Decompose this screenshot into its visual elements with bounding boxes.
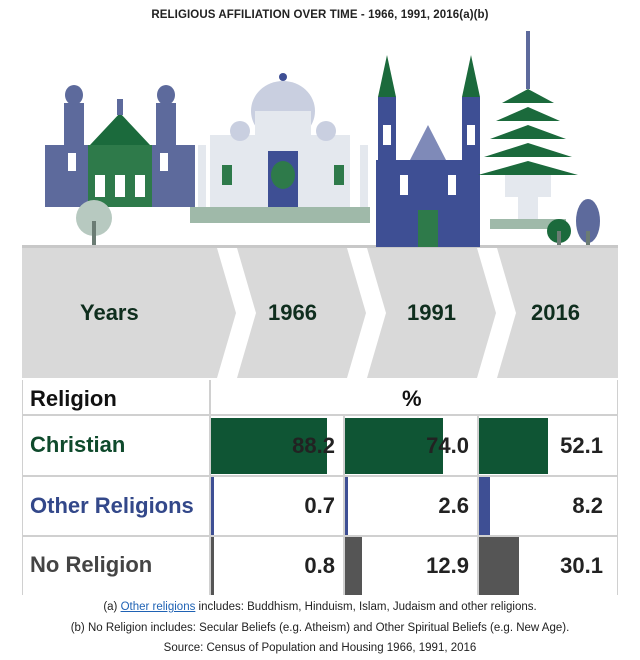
mosque-icon xyxy=(190,73,370,223)
value-label-no-religion-1991: 12.9 xyxy=(426,553,469,578)
religion-table: Religion % Christian Other Religions No … xyxy=(22,380,618,595)
value-label-no-religion-1966: 0.8 xyxy=(304,553,335,578)
row-label-no-religion: No Religion xyxy=(30,552,153,577)
year-1991-header: 1991 xyxy=(407,300,456,325)
footnote-a-prefix: (a) xyxy=(103,601,121,613)
bar-other-religions-2016 xyxy=(479,477,490,535)
years-header: Years xyxy=(80,300,139,325)
chart-title: RELIGIOUS AFFILIATION OVER TIME - 1966, … xyxy=(151,9,489,21)
religion-column-header: Religion xyxy=(30,386,117,411)
bar-other-religions-1966 xyxy=(211,477,214,535)
row-label-other-religions: Other Religions xyxy=(30,493,194,518)
year-2016-header: 2016 xyxy=(531,300,580,325)
bar-christian-2016 xyxy=(479,418,548,474)
pagoda-icon xyxy=(478,31,578,229)
value-label-other-religions-1966: 0.7 xyxy=(304,493,335,518)
column-divider xyxy=(477,416,479,595)
footnote-b: (b) No Religion includes: Secular Belief… xyxy=(70,622,570,634)
year-1966-header: 1966 xyxy=(268,300,317,325)
source-note: Source: Census of Population and Housing… xyxy=(163,642,477,654)
value-label-other-religions-1991: 2.6 xyxy=(438,493,469,518)
percent-header: % xyxy=(402,386,422,411)
bar-christian-1966 xyxy=(211,418,327,474)
tree-icon xyxy=(76,200,112,245)
row-divider xyxy=(22,535,618,537)
value-label-other-religions-2016: 8.2 xyxy=(572,493,603,518)
value-label-christian-1966: 88.2 xyxy=(292,433,335,458)
row-label-christian: Christian xyxy=(30,432,126,457)
value-label-no-religion-2016: 30.1 xyxy=(560,553,603,578)
church-icon xyxy=(45,85,195,207)
footnote-a-text: includes: Buddhism, Hinduism, Islam, Jud… xyxy=(195,601,537,613)
bar-no-religion-1966 xyxy=(211,537,214,595)
footnote-a: (a) Other religions includes: Buddhism, … xyxy=(0,601,640,613)
tree-icon xyxy=(547,199,600,245)
bar-no-religion-1991 xyxy=(345,537,362,595)
table-frame xyxy=(22,380,618,595)
cathedral-icon xyxy=(376,55,480,247)
row-divider xyxy=(22,475,618,477)
column-divider xyxy=(343,416,345,595)
other-religions-link[interactable]: Other religions xyxy=(120,601,196,613)
header-band xyxy=(22,248,618,378)
value-label-christian-1991: 74.0 xyxy=(426,433,469,458)
religious-buildings-illustration xyxy=(22,31,618,249)
column-divider xyxy=(209,380,211,595)
bar-other-religions-1991 xyxy=(345,477,348,535)
table-header-row xyxy=(22,380,618,416)
value-label-christian-2016: 52.1 xyxy=(560,433,603,458)
bar-christian-1991 xyxy=(345,418,443,474)
bar-no-religion-2016 xyxy=(479,537,519,595)
